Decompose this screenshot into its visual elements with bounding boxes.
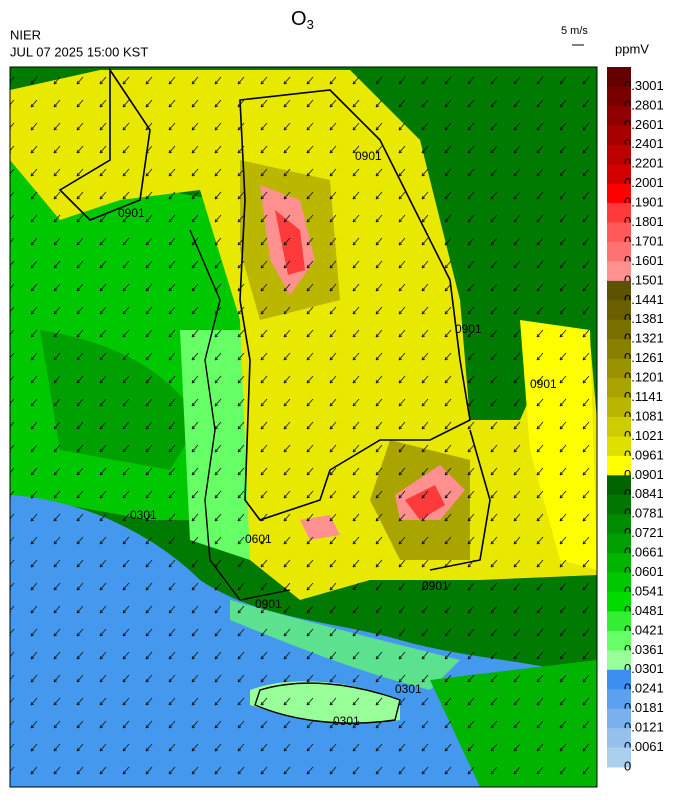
contour-label: 0601: [245, 532, 272, 546]
colorbar-cell: [607, 261, 631, 282]
colorbar-cell: [607, 339, 631, 360]
contour-label: 0901: [422, 579, 449, 593]
colorbar-cell: [607, 300, 631, 321]
colorbar-cell: [607, 689, 631, 710]
colorbar-label: 0.0421: [624, 622, 664, 637]
colorbar-label: 0.1901: [624, 195, 664, 210]
colorbar-cell: [607, 728, 631, 749]
colorbar-cell: [607, 222, 631, 243]
colorbar-cell: [607, 747, 631, 768]
contour-label: 0901: [530, 377, 557, 391]
map: 0901 0901 0901 0901 0901 0901 0301 0301 …: [10, 67, 597, 787]
colorbar-cell: [607, 105, 631, 126]
colorbar-label: 0.1441: [624, 292, 664, 307]
colorbar-cell: [607, 203, 631, 224]
colorbar-cell: [607, 183, 631, 204]
colorbar-unit: ppmV: [615, 41, 649, 56]
colorbar-label: 0.1601: [624, 253, 664, 268]
colorbar-cell: [607, 436, 631, 457]
colorbar-cell: [607, 455, 631, 476]
map-frame: [9, 66, 598, 788]
colorbar-label: 0.0121: [624, 720, 664, 735]
colorbar-label: 0.2401: [624, 136, 664, 151]
colorbar-cell: [607, 553, 631, 574]
contour-label: 0901: [455, 322, 482, 336]
vector-scale: 5 m/s: [561, 25, 588, 37]
colorbar-cell: [607, 494, 631, 515]
colorbar-cell: [607, 358, 631, 379]
colorbar-label: 0.3001: [624, 78, 664, 93]
colorbar-cell: [607, 378, 631, 399]
colorbar-label: 0.0241: [624, 681, 664, 696]
contour-label: 0301: [395, 682, 422, 696]
colorbar-label: 0.1501: [624, 272, 664, 287]
colorbar-label: 0.0961: [624, 447, 664, 462]
colorbar-cell: [607, 592, 631, 612]
colorbar-label: 0.0301: [624, 661, 664, 676]
title: O3: [291, 8, 314, 32]
datetime: JUL 07 2025 15:00 KST: [10, 44, 148, 59]
colorbar-label: 0.1261: [624, 350, 664, 365]
colorbar-label: 0.0481: [624, 603, 664, 618]
colorbar-label: 0.2001: [624, 175, 664, 190]
agency: NIER: [10, 27, 41, 42]
colorbar-label: 0.0601: [624, 564, 664, 579]
colorbar-cell: [607, 572, 631, 593]
colorbar-cell: [607, 125, 631, 146]
colorbar-cell: [607, 144, 631, 165]
colorbar-cell: [607, 319, 631, 340]
colorbar-label: 0.0661: [624, 545, 664, 560]
colorbar-label: 0.1381: [624, 311, 664, 326]
colorbar-cell: [607, 86, 631, 107]
colorbar-cell: [607, 417, 631, 437]
colorbar-cell: [607, 514, 631, 535]
colorbar-label: 0.0901: [624, 467, 664, 482]
colorbar-cell: [607, 475, 631, 496]
colorbar-cell: [607, 611, 631, 632]
colorbar-label: 0.1141: [624, 389, 663, 404]
colorbar-label: 0.0361: [624, 642, 664, 657]
colorbar-cell: [607, 242, 631, 262]
colorbar-cell: [607, 669, 631, 690]
colorbar-label: 0.0061: [624, 739, 664, 754]
colorbar-label: 0: [624, 758, 631, 773]
contour-label: 0901: [255, 597, 282, 611]
colorbar-cell: [607, 280, 631, 301]
contour-label: 0301: [130, 508, 157, 522]
colorbar-label: 0.2601: [624, 117, 664, 132]
colorbar-label: 0.2201: [624, 156, 664, 171]
colorbar-label: 0.1021: [624, 428, 664, 443]
contour-label: 0901: [355, 149, 382, 163]
colorbar-label: 0.0541: [624, 583, 664, 598]
contour-label: 0301: [333, 714, 360, 728]
colorbar-label: 0.1801: [624, 214, 664, 229]
contour-label: 0901: [118, 206, 145, 220]
colorbar-label: 0.1321: [624, 331, 664, 346]
colorbar-cell: [607, 67, 631, 87]
colorbar: 0.3001 0.2801 0.2601 0.2401 0.2201 0.2001 0.19…: [607, 67, 664, 773]
colorbar-label: 0.1081: [624, 408, 664, 423]
colorbar-label: 0.1701: [624, 233, 664, 248]
colorbar-label: 0.0781: [624, 506, 664, 521]
colorbar-cell: [607, 650, 631, 671]
colorbar-cell: [607, 164, 631, 185]
colorbar-cell: [607, 397, 631, 418]
colorbar-cell: [607, 630, 631, 651]
colorbar-label: 0.1201: [624, 370, 664, 385]
colorbar-cell: [607, 708, 631, 729]
colorbar-label: 0.0721: [624, 525, 664, 540]
colorbar-label: 0.0181: [624, 700, 664, 715]
colorbar-label: 0.2801: [624, 97, 664, 112]
colorbar-cell: [607, 533, 631, 554]
colorbar-label: 0.0841: [624, 486, 664, 501]
